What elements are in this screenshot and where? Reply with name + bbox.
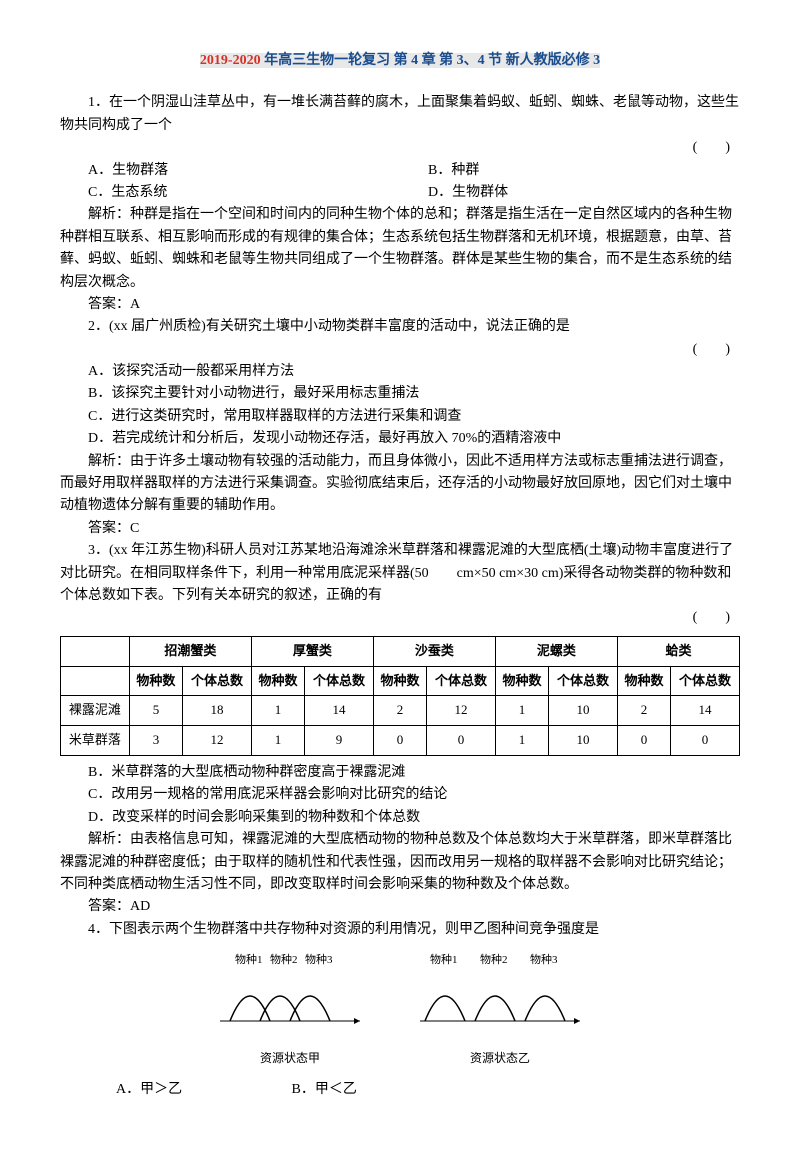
q1-explanation: 解析：种群是指在一个空间和时间内的同种生物个体的总和；群落是指生活在一定自然区域… [60, 204, 740, 294]
r1c5: 2 [373, 696, 426, 726]
group3: 沙蚕类 [373, 636, 495, 666]
diagram-a-label: 资源状态甲 [210, 1049, 370, 1068]
q3-paren: ( ) [60, 607, 740, 629]
svg-text:物种3: 物种3 [305, 952, 333, 966]
r2c7: 1 [495, 726, 548, 756]
title-blue: 年高三生物一轮复习 第 4 章 第 3、4 节 新人教版必修 3 [261, 53, 601, 68]
q1-answer: 答案：A [60, 294, 740, 316]
q3-answer: 答案：AD [60, 896, 740, 918]
svg-text:物种1: 物种1 [430, 952, 458, 966]
sub2b: 个体总数 [305, 666, 374, 696]
group2: 厚蟹类 [251, 636, 373, 666]
q3-optC: C．改用另一规格的常用底泥采样器会影响对比研究的结论 [60, 784, 740, 806]
r1c9: 2 [617, 696, 670, 726]
svg-text:物种2: 物种2 [270, 952, 298, 966]
title-red: 2019-2020 [200, 53, 261, 68]
table-corner2 [61, 666, 130, 696]
r1c8: 10 [549, 696, 618, 726]
q1-options-row2: C．生态系统 D．生物群体 [60, 182, 740, 204]
q4-stem: 4．下图表示两个生物群落中共存物种对资源的利用情况，则甲乙图种间竞争强度是 [60, 919, 740, 941]
group5: 蛤类 [617, 636, 739, 666]
r1c2: 18 [183, 696, 252, 726]
diagram-a: 物种1 物种2 物种3 资源状态甲 [210, 951, 370, 1069]
q1-optA: A．生物群落 [60, 160, 400, 182]
r1c7: 1 [495, 696, 548, 726]
page-title: 2019-2020 年高三生物一轮复习 第 4 章 第 3、4 节 新人教版必修… [60, 50, 740, 72]
q3-explanation: 解析：由表格信息可知，裸露泥滩的大型底栖动物的物种总数及个体总数均大于米草群落，… [60, 829, 740, 896]
svg-text:物种2: 物种2 [480, 952, 508, 966]
q1-optD: D．生物群体 [400, 182, 740, 204]
q2-stem: 2．(xx 届广州质检)有关研究土壤中小动物类群丰富度的活动中，说法正确的是 [60, 316, 740, 338]
q3-table: 招潮蟹类 厚蟹类 沙蚕类 泥螺类 蛤类 物种数 个体总数 物种数 个体总数 物种… [60, 636, 740, 756]
q2-optD: D．若完成统计和分析后，发现小动物还存活，最好再放入 70%的酒精溶液中 [60, 428, 740, 450]
sub2a: 物种数 [251, 666, 304, 696]
diagram-b: 物种1 物种2 物种3 资源状态乙 [410, 951, 590, 1069]
q4-options: A．甲＞乙 B．甲＜乙 [60, 1079, 740, 1101]
q3-optD: D．改变采样的时间会影响采集到的物种数和个体总数 [60, 807, 740, 829]
r2c4: 9 [305, 726, 374, 756]
r2c3: 1 [251, 726, 304, 756]
sub1a: 物种数 [129, 666, 182, 696]
q1-paren: ( ) [60, 137, 740, 159]
r1c4: 14 [305, 696, 374, 726]
q4-optB: B．甲＜乙 [292, 1082, 357, 1097]
curves-a-icon: 物种1 物种2 物种3 [210, 951, 370, 1041]
q3-optB: B．米草群落的大型底栖动物种群密度高于裸露泥滩 [60, 762, 740, 784]
sub4a: 物种数 [495, 666, 548, 696]
q2-optC: C．进行这类研究时，常用取样器取样的方法进行采集和调查 [60, 406, 740, 428]
group4: 泥螺类 [495, 636, 617, 666]
q4-optA: A．甲＞乙 [88, 1079, 288, 1101]
r2c2: 12 [183, 726, 252, 756]
row2-head: 米草群落 [61, 726, 130, 756]
group1: 招潮蟹类 [129, 636, 251, 666]
q2-optA: A．该探究活动一般都采用样方法 [60, 361, 740, 383]
table-row-grass: 米草群落 3 12 1 9 0 0 1 10 0 0 [61, 726, 740, 756]
q4-diagrams: 物种1 物种2 物种3 资源状态甲 物种1 物种2 物种3 [60, 951, 740, 1069]
sub3a: 物种数 [373, 666, 426, 696]
r2c10: 0 [671, 726, 740, 756]
q2-paren: ( ) [60, 339, 740, 361]
r1c10: 14 [671, 696, 740, 726]
r2c5: 0 [373, 726, 426, 756]
sub3b: 个体总数 [427, 666, 496, 696]
r2c6: 0 [427, 726, 496, 756]
q2-explanation: 解析：由于许多土壤动物有较强的活动能力，而且身体微小，因此不适用样方法或标志重捕… [60, 451, 740, 518]
q1-optB: B．种群 [400, 160, 740, 182]
q1-optC: C．生态系统 [60, 182, 400, 204]
r1c1: 5 [129, 696, 182, 726]
table-header-row1: 招潮蟹类 厚蟹类 沙蚕类 泥螺类 蛤类 [61, 636, 740, 666]
svg-text:物种3: 物种3 [530, 952, 558, 966]
q1-options-row1: A．生物群落 B．种群 [60, 160, 740, 182]
sub4b: 个体总数 [549, 666, 618, 696]
table-corner [61, 636, 130, 666]
curves-b-icon: 物种1 物种2 物种3 [410, 951, 590, 1041]
r2c8: 10 [549, 726, 618, 756]
table-row-bare: 裸露泥滩 5 18 1 14 2 12 1 10 2 14 [61, 696, 740, 726]
sub5a: 物种数 [617, 666, 670, 696]
row1-head: 裸露泥滩 [61, 696, 130, 726]
svg-text:物种1: 物种1 [235, 952, 263, 966]
q1-stem: 1．在一个阴湿山洼草丛中，有一堆长满苔藓的腐木，上面聚集着蚂蚁、蚯蚓、蜘蛛、老鼠… [60, 92, 740, 137]
diagram-b-label: 资源状态乙 [410, 1049, 590, 1068]
table-header-row2: 物种数 个体总数 物种数 个体总数 物种数 个体总数 物种数 个体总数 物种数 … [61, 666, 740, 696]
r1c3: 1 [251, 696, 304, 726]
sub5b: 个体总数 [671, 666, 740, 696]
q2-answer: 答案：C [60, 518, 740, 540]
r2c9: 0 [617, 726, 670, 756]
r2c1: 3 [129, 726, 182, 756]
q2-optB: B．该探究主要针对小动物进行，最好采用标志重捕法 [60, 383, 740, 405]
sub1b: 个体总数 [183, 666, 252, 696]
q3-stem: 3．(xx 年江苏生物)科研人员对江苏某地沿海滩涂米草群落和裸露泥滩的大型底栖(… [60, 540, 740, 607]
r1c6: 12 [427, 696, 496, 726]
